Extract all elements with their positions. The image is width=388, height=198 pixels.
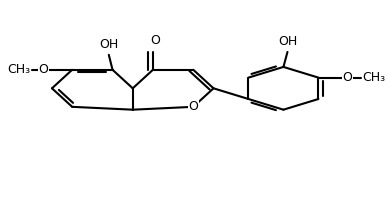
Text: OH: OH xyxy=(99,38,118,51)
Text: O: O xyxy=(343,71,352,84)
Text: CH₃: CH₃ xyxy=(7,63,30,76)
Text: CH₃: CH₃ xyxy=(363,71,386,84)
Text: O: O xyxy=(150,34,160,47)
Text: OH: OH xyxy=(278,35,297,48)
Text: O: O xyxy=(38,63,48,76)
Text: O: O xyxy=(188,100,198,113)
